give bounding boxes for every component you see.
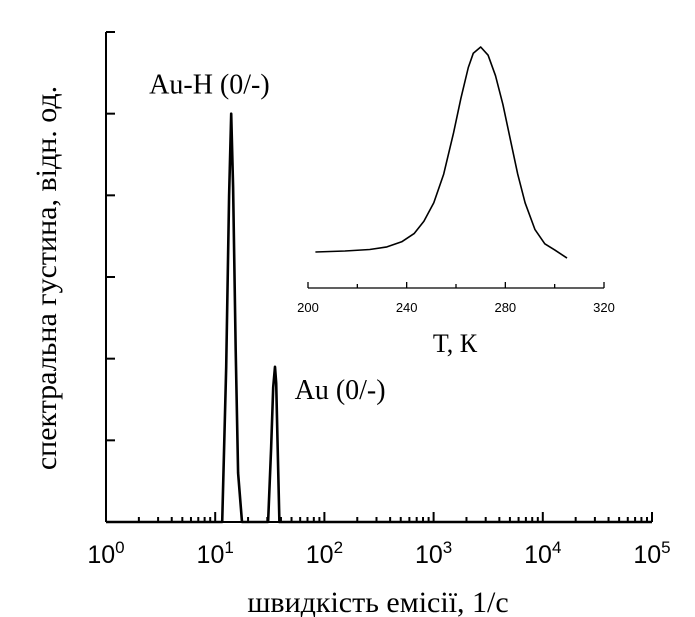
x-tick-label: 100: [87, 538, 124, 569]
inset-x-tick-label: 200: [297, 300, 319, 315]
x-tick-label: 104: [524, 538, 561, 569]
x-tick-label: 102: [306, 538, 343, 569]
inset-x-tick-label: 280: [494, 300, 516, 315]
x-tick-label: 101: [197, 538, 234, 569]
peak-label-au: Au (0/-): [295, 375, 386, 406]
peak-label-au-h: Au-H (0/-): [149, 70, 270, 101]
inset-chart: 200 240 280 320 T, К: [297, 46, 615, 358]
inset-x-tick-labels: 200 240 280 320: [297, 300, 615, 315]
inset-x-tick-label: 240: [396, 300, 418, 315]
inset-temperature-curve: [315, 46, 568, 259]
x-axis-ticks: [137, 512, 653, 522]
inset-x-axis-ticks: [307, 282, 605, 288]
x-tick-labels: 100 101 102 103 104 105: [87, 538, 670, 569]
x-tick-label: 105: [633, 538, 670, 569]
emission-rate-spectrum-line: [106, 112, 652, 524]
y-axis-ticks: [106, 31, 115, 523]
x-tick-label: 103: [415, 538, 452, 569]
inset-x-axis-title: T, К: [433, 329, 478, 358]
inset-x-tick-label: 320: [593, 300, 615, 315]
x-axis-title: швидкість емісії, 1/с: [247, 586, 508, 617]
y-axis-title: спектральна густина, відн. од.: [30, 86, 63, 470]
